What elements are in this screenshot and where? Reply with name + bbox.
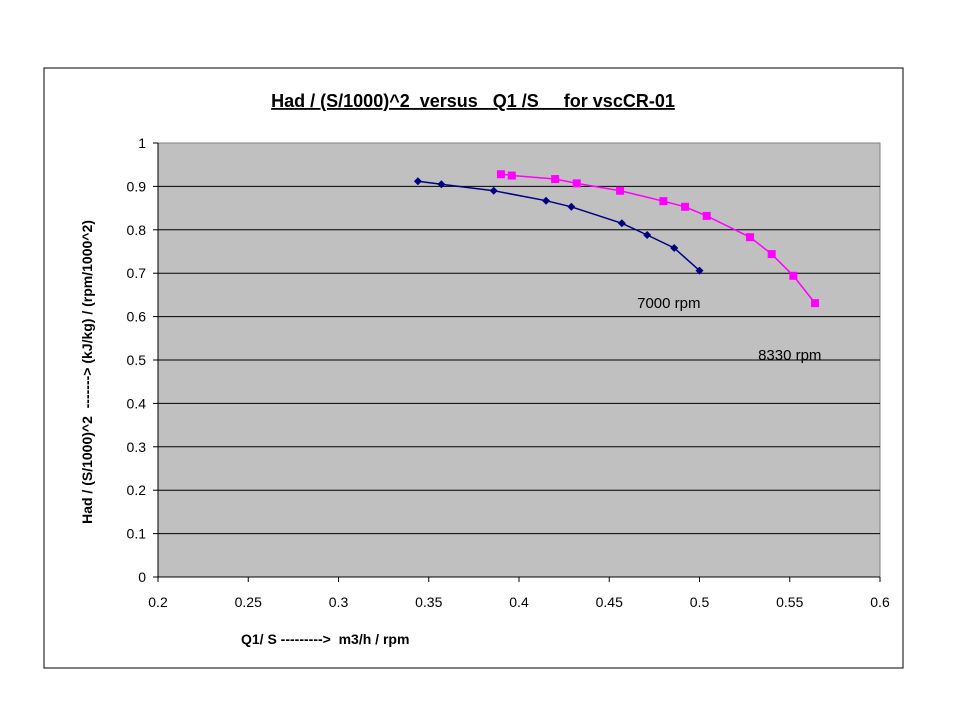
y-tick-label: 0 (138, 569, 146, 585)
data-point (695, 266, 704, 275)
y-tick-label: 0.2 (127, 482, 147, 498)
data-point (496, 170, 505, 179)
x-tick-label: 0.55 (776, 594, 803, 610)
x-tick-label: 0.35 (415, 594, 442, 610)
chart-title: Had / (S/1000)^2 versus Q1 /S for vscCR-… (271, 91, 675, 111)
data-point (542, 196, 551, 205)
data-point (413, 177, 422, 186)
data-point (617, 219, 626, 228)
y-tick-label: 0.4 (127, 395, 147, 411)
x-tick-label: 0.6 (870, 594, 890, 610)
y-axis-title: Had / (S/1000)^2 -------> (kJ/kg) / (rpm… (79, 220, 95, 524)
y-tick-label: 0.1 (127, 526, 147, 542)
series-annotation: 7000 rpm (637, 295, 700, 312)
data-point (616, 186, 625, 195)
data-point (670, 244, 679, 253)
data-point (551, 175, 560, 184)
data-point (567, 202, 576, 211)
x-tick-label: 0.4 (509, 594, 529, 610)
series-1 (496, 170, 820, 308)
y-tick-label: 0.8 (127, 222, 147, 238)
data-point (811, 299, 820, 308)
annotations: 7000 rpm 8330 rpm (637, 295, 821, 364)
data-point (437, 180, 446, 189)
data-point (767, 250, 776, 259)
x-tick-label: 0.25 (235, 594, 262, 610)
data-point (659, 197, 668, 206)
y-tick-label: 0.5 (127, 352, 147, 368)
data-point (643, 231, 652, 240)
data-point (507, 171, 516, 180)
y-tick-label: 0.3 (127, 439, 147, 455)
x-tick-label: 0.45 (596, 594, 623, 610)
data-point (789, 271, 798, 280)
y-tick-label: 0.6 (127, 309, 147, 325)
y-tick-label: 0.7 (127, 265, 147, 281)
series-annotation: 8330 rpm (758, 347, 821, 364)
y-tick-label: 1 (138, 135, 146, 151)
data-point (681, 202, 690, 211)
data-point (702, 211, 711, 220)
x-tick-label: 0.2 (148, 594, 168, 610)
data-point (746, 233, 755, 242)
y-tick-label: 0.9 (127, 178, 147, 194)
x-axis-title: Q1/ S ---------> m3/h / rpm (241, 631, 409, 647)
y-axis-ticks: 0 0.1 0.2 0.3 0.4 0.5 0.6 0.7 0.8 0.9 1 (127, 135, 158, 585)
x-tick-label: 0.5 (690, 594, 710, 610)
series-0 (413, 177, 704, 275)
gridlines (158, 185, 880, 535)
x-tick-label: 0.3 (329, 594, 349, 610)
data-point (489, 186, 498, 195)
data-point (572, 179, 581, 188)
x-axis-ticks: 0.2 0.25 0.3 0.35 0.4 0.45 0.5 0.55 0.6 (148, 577, 890, 610)
series-layer (413, 170, 820, 308)
